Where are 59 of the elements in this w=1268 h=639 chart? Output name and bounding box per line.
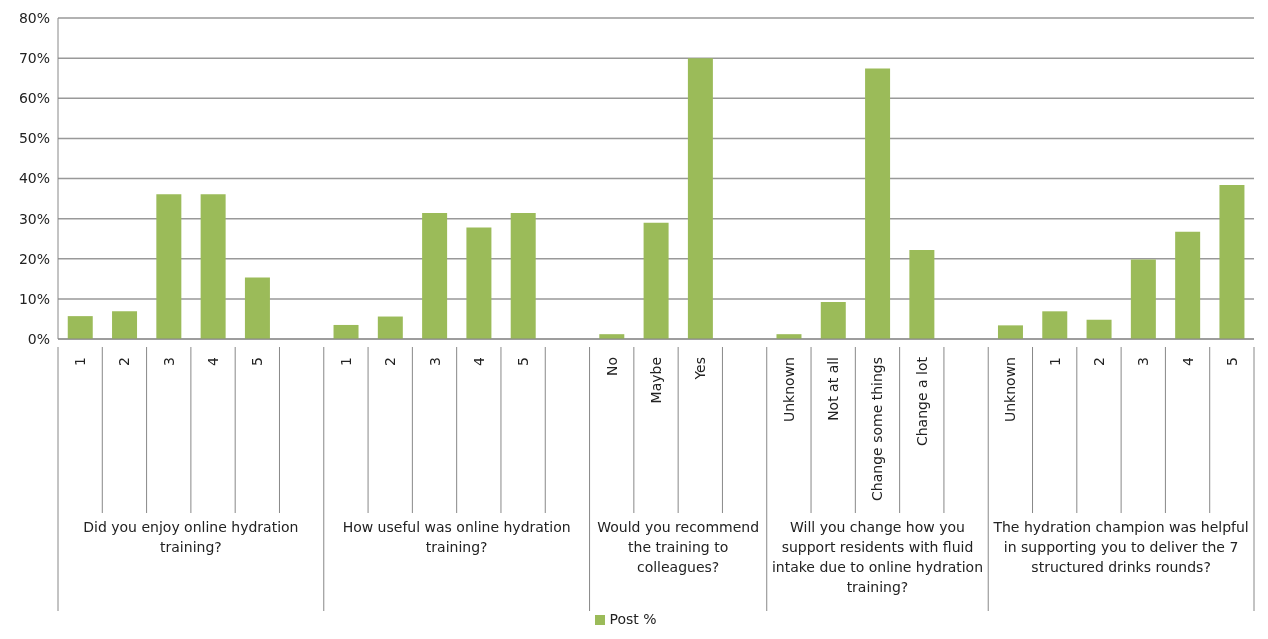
- y-tick-label: 80%: [18, 9, 50, 26]
- y-tick-label: 20%: [18, 250, 50, 267]
- bar: [67, 316, 93, 339]
- legend-label: Post %: [609, 611, 657, 627]
- x-tick-label: 4: [470, 356, 487, 366]
- x-tick-label: 2: [116, 357, 133, 366]
- y-tick-label: 60%: [18, 90, 50, 107]
- x-tick-label: 4: [205, 356, 222, 366]
- bar: [422, 213, 448, 339]
- x-tick-label: 5: [1223, 357, 1240, 366]
- bar: [1086, 319, 1112, 339]
- bar: [466, 227, 492, 339]
- bar: [1130, 259, 1156, 339]
- x-tick-label: 2: [1090, 357, 1107, 366]
- x-tick-label: 1: [1046, 357, 1063, 366]
- bar: [244, 277, 270, 339]
- x-tick-label: Unknown: [1002, 357, 1019, 422]
- bar: [333, 324, 359, 339]
- x-tick-label: 1: [337, 357, 354, 366]
- bar: [156, 194, 182, 339]
- bar: [1042, 311, 1068, 339]
- x-tick-label: 2: [382, 357, 399, 366]
- bar: [510, 213, 536, 339]
- y-tick-label: 30%: [18, 210, 50, 227]
- text: The hydration champion was helpful in supporting you to deliver the 7 structured drinks rounds?: [992, 518, 1250, 577]
- bar: [200, 194, 226, 339]
- x-tick-label: Change some things: [869, 357, 886, 501]
- bar: [909, 249, 935, 339]
- x-tick-label: 4: [1179, 356, 1196, 366]
- bar: [687, 58, 713, 339]
- bar: [1175, 231, 1201, 339]
- bar: [865, 68, 891, 339]
- x-tick-label: 3: [1135, 357, 1152, 366]
- x-tick-label: 1: [72, 357, 89, 366]
- bar: [112, 311, 138, 339]
- bar: [643, 222, 669, 339]
- y-tick-label: 40%: [18, 170, 50, 187]
- x-tick-label: 5: [515, 357, 532, 366]
- text: Did you enjoy online hydration training?: [82, 518, 300, 557]
- bar: [820, 302, 846, 339]
- x-tick-label: Unknown: [780, 357, 797, 422]
- x-tick-label: Change a lot: [913, 356, 930, 447]
- bar: [997, 325, 1023, 339]
- y-tick-label: 0%: [27, 330, 50, 347]
- x-tick-label: Maybe: [648, 357, 664, 404]
- text: Would you recommend the training to colleagues?: [596, 518, 761, 577]
- bar: [377, 316, 403, 339]
- bar: [1219, 184, 1245, 339]
- text: Will you change how you support residents with fluid intake due to online hydration training?: [770, 518, 985, 597]
- x-tick-label: 3: [426, 357, 443, 366]
- x-tick-label: Yes: [692, 357, 709, 381]
- x-tick-label: 3: [160, 357, 177, 366]
- x-tick-label: Not at all: [825, 357, 842, 421]
- text: How useful was online hydration training?: [341, 518, 572, 557]
- y-tick-label: 50%: [18, 130, 50, 147]
- y-tick-label: 10%: [18, 290, 50, 307]
- y-tick-label: 70%: [18, 50, 50, 67]
- x-tick-label: 5: [249, 357, 266, 366]
- x-tick-label: No: [603, 357, 620, 377]
